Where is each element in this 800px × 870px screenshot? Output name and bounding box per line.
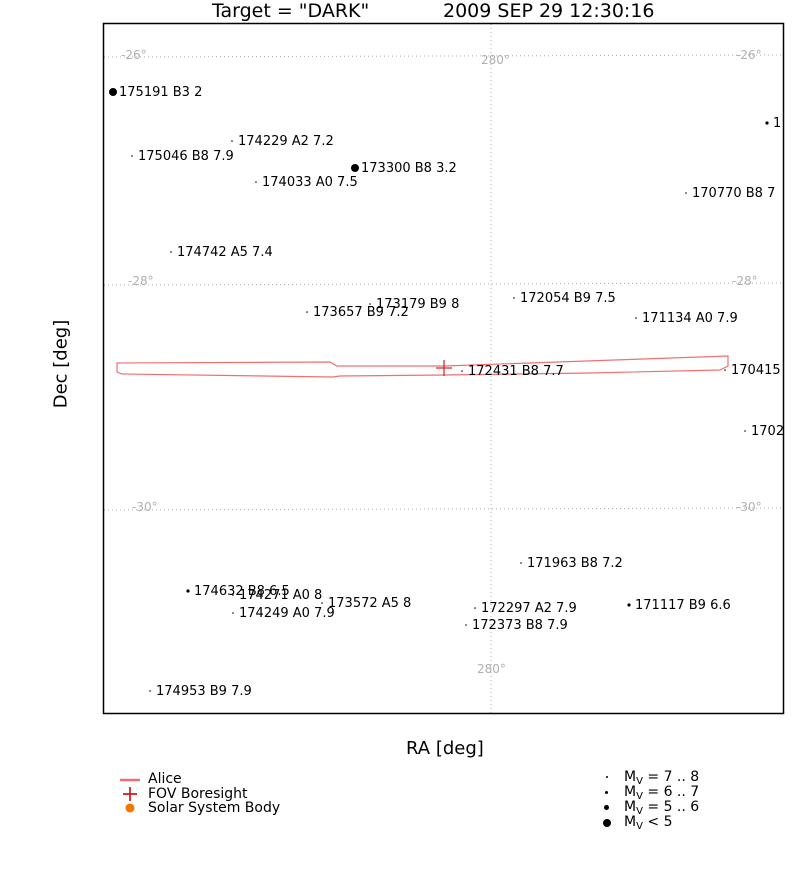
grid-label: -26° xyxy=(121,48,147,62)
legend-label-alice: Alice xyxy=(148,771,182,787)
small-dot-icon xyxy=(605,791,608,794)
legend-range-7-8: = 7 .. 8 xyxy=(647,769,700,785)
x-axis-label: RA [deg] xyxy=(406,738,484,759)
legend-range-6-7: = 6 .. 7 xyxy=(647,784,700,800)
star-marker xyxy=(465,624,467,626)
star-marker xyxy=(724,369,726,371)
star-label: 173300 B8 3.2 xyxy=(361,161,457,176)
legend-range-lt-5: < 5 xyxy=(647,814,673,830)
star-marker xyxy=(513,297,515,299)
star-label: 174249 A0 7.9 xyxy=(239,606,335,621)
star-marker xyxy=(109,88,117,96)
star-label: 171117 B9 6.6 xyxy=(635,598,731,613)
star-label: 175046 B8 7.9 xyxy=(138,149,234,164)
star-label: 1 xyxy=(773,116,781,131)
star-marker xyxy=(231,140,233,142)
star-marker xyxy=(461,370,463,372)
star-marker xyxy=(321,602,323,604)
gridline-dec-28 xyxy=(103,282,784,286)
star-marker xyxy=(685,192,687,194)
star-label: 171963 B8 7.2 xyxy=(527,556,623,571)
star-marker xyxy=(232,612,234,614)
medium-dot-icon xyxy=(604,805,609,810)
legend-instruments: Alice FOV Boresight Solar System Body xyxy=(120,772,280,816)
star-label: 174742 A5 7.4 xyxy=(177,245,273,260)
legend-item-mag-lt-5: MV < 5 xyxy=(600,814,699,832)
legend-item-mag-6-7: MV = 6 .. 7 xyxy=(600,784,700,802)
legend-range-5-6: = 5 .. 6 xyxy=(647,799,700,815)
star-marker xyxy=(131,155,133,157)
grid-label: -30° xyxy=(736,500,762,514)
legend-item-mag-5-6: MV = 5 .. 6 xyxy=(600,799,700,817)
y-axis-label: Dec [deg] xyxy=(50,319,72,409)
star-marker xyxy=(765,121,769,125)
star-marker xyxy=(306,311,308,313)
grid-label: -26° xyxy=(736,48,762,62)
gridline-dec-26 xyxy=(103,54,784,58)
star-label: 172054 B9 7.5 xyxy=(520,291,616,306)
star-marker xyxy=(369,303,371,305)
star-label: 173179 B9 8 xyxy=(376,297,459,312)
star-label: 171134 A0 7.9 xyxy=(642,311,738,326)
alice-slit-outline xyxy=(116,355,729,378)
star-marker xyxy=(255,181,257,183)
legend-item-solar-system-body: Solar System Body xyxy=(120,801,280,816)
star-label: 174229 A2 7.2 xyxy=(238,134,334,149)
star-marker xyxy=(351,164,359,172)
legend-item-alice: Alice xyxy=(120,772,280,787)
star-marker xyxy=(474,607,476,609)
grid-label: -28° xyxy=(128,274,154,288)
star-marker xyxy=(635,317,637,319)
star-marker xyxy=(520,562,522,564)
star-label: 170415 xyxy=(731,363,781,378)
legend-item-boresight: FOV Boresight xyxy=(120,785,280,802)
star-marker xyxy=(744,430,746,432)
orange-dot-icon xyxy=(125,803,135,813)
star-label: 1702 xyxy=(751,424,784,439)
legend-label-solar-system-body: Solar System Body xyxy=(148,800,281,816)
star-label: 174271 A0 8 xyxy=(239,588,322,603)
legend-item-mag-7-8: MV = 7 .. 8 xyxy=(600,769,700,787)
star-label: 173657 B9 7.2 xyxy=(313,305,409,320)
star-marker xyxy=(627,603,631,607)
star-marker xyxy=(170,251,172,253)
chart-title: Target = "DARK" 2009 SEP 29 12:30:16 xyxy=(0,0,800,26)
star-label: 175191 B3 2 xyxy=(119,85,202,100)
star-marker xyxy=(232,594,234,596)
large-dot-icon xyxy=(603,819,611,827)
grid-label: -30° xyxy=(132,500,158,514)
star-label: 173572 A5 8 xyxy=(328,596,411,611)
star-marker xyxy=(186,589,190,593)
grid-label: 280° xyxy=(477,662,506,676)
star-label: 174033 A0 7.5 xyxy=(262,175,358,190)
star-label: 172373 B8 7.9 xyxy=(472,618,568,633)
star-label: 174953 B9 7.9 xyxy=(156,684,252,699)
title-time: 2009 SEP 29 12:30:16 xyxy=(443,0,655,22)
grid-label: -28° xyxy=(732,274,758,288)
gridline-dec-30 xyxy=(103,507,784,511)
star-label: 174632 B8 6.5 xyxy=(194,584,290,599)
alice-line-icon xyxy=(120,778,140,782)
grid-label: 280° xyxy=(481,53,510,67)
plot-frame xyxy=(102,22,785,715)
crosshair-icon xyxy=(123,786,137,801)
tiny-dot-icon xyxy=(606,776,608,778)
star-label: 172431 B8 7.7 xyxy=(468,364,564,379)
star-label: 170770 B8 7 xyxy=(692,186,775,201)
legend-label-boresight: FOV Boresight xyxy=(148,785,248,802)
legend-magnitudes: MV = 7 .. 8 MV = 6 .. 7 MV = 5 .. 6 MV <… xyxy=(600,769,700,832)
title-target: Target = "DARK" xyxy=(212,0,370,22)
star-marker xyxy=(149,690,151,692)
star-label: 172297 A2 7.9 xyxy=(481,601,577,616)
